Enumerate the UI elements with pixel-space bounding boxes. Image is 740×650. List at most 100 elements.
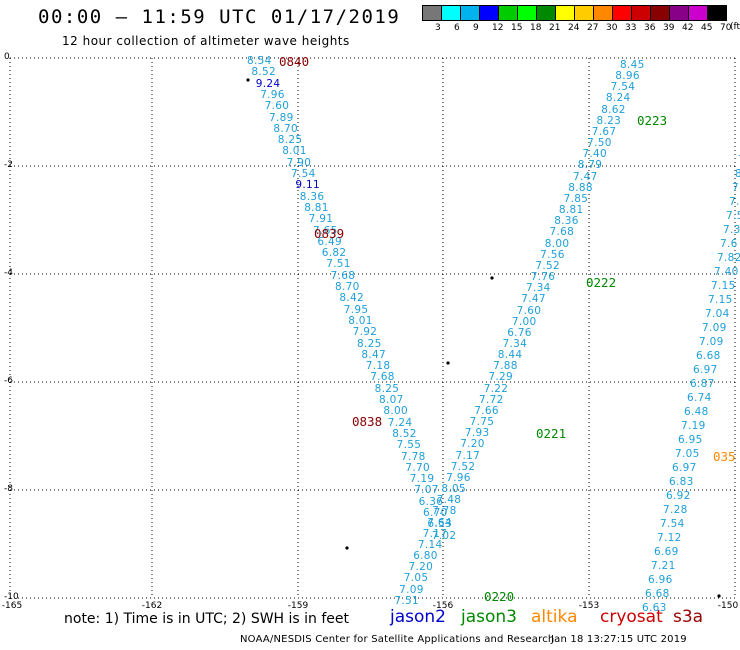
colorbar-label: 39 <box>663 23 675 33</box>
swh-value: 8.47 <box>361 348 386 361</box>
legend-item-s3a: s3a <box>673 607 704 627</box>
swh-value: 8.81 <box>304 201 329 214</box>
swh-value: 7.65 <box>313 224 338 237</box>
colorbar-label: 24 <box>568 23 580 33</box>
colorbar-label: 36 <box>644 23 656 33</box>
swh-value: 8.81 <box>558 204 584 217</box>
swh-value: 7.90 <box>286 156 312 169</box>
swh-value: 7.40 <box>582 148 607 161</box>
swh-value: 7.60 <box>516 304 542 317</box>
swh-value: 6.76 <box>507 326 532 339</box>
swh-value: 7.96 <box>260 88 285 101</box>
legend-item-jason2: jason2 <box>390 607 446 627</box>
swh-value: 7.60 <box>264 100 290 113</box>
longitude-tick-label: -159 <box>287 601 309 611</box>
swh-value: 7.18 <box>365 360 391 373</box>
colorbar-swatch: 42 <box>669 5 693 33</box>
swh-value: 6.70 <box>423 507 448 519</box>
swh-value: 7.93 <box>464 427 490 440</box>
colorbar-swatch: 70 <box>707 5 731 33</box>
latitude-tick-label: -6 <box>4 376 13 386</box>
map-title: 00:00 – 11:59 UTC 01/17/2019 <box>38 6 401 28</box>
swh-value: 7.3 <box>723 224 740 236</box>
swh-value: 7.68 <box>330 269 356 282</box>
swh-value: 7.52 <box>535 259 560 272</box>
colorbar-label: 21 <box>549 23 561 33</box>
swh-value: 9.11 <box>295 179 320 192</box>
swh-value: 7.24 <box>387 416 413 429</box>
swh-value: 7.7 <box>732 182 740 194</box>
colorbar-label: 27 <box>587 23 599 33</box>
swh-value: 8.01 <box>282 145 307 158</box>
swh-value: 6.83 <box>669 476 694 488</box>
wave-height-colorbar: 3 6 9 12 15 18 21 24 27 30 33 36 39 42 45 70 <box>422 5 731 33</box>
swh-value: 7.54 <box>610 81 636 94</box>
map-subtitle: 12 hour collection of altimeter wave hei… <box>62 34 350 48</box>
swh-value: 6.80 <box>413 550 438 563</box>
swh-value: 7.76 <box>530 271 556 284</box>
legend-item-altika: altika <box>531 607 578 627</box>
swh-value: 6.36 <box>418 495 444 508</box>
swh-value: 8.1 <box>735 168 740 180</box>
swh-value: 7.88 <box>493 360 518 373</box>
pass-time-label: 035 <box>713 449 736 464</box>
swh-value: 7.15 <box>711 280 736 292</box>
credit-line: NOAA/NESDIS Center for Satellite Applica… <box>240 634 555 645</box>
swh-value: 6.63 <box>642 602 667 614</box>
pass-time-label: 0223 <box>637 113 668 128</box>
pass-time-label: 0222 <box>586 275 617 290</box>
swh-value: 6.97 <box>672 462 697 474</box>
legend-item-jason3: jason3 <box>461 607 517 627</box>
swh-value: 7.17 <box>422 527 448 540</box>
longitude-tick-label: -165 <box>1 601 23 611</box>
colorbar-label: 18 <box>530 23 542 33</box>
swh-value: 7.67 <box>591 125 617 138</box>
swh-value: 6.87 <box>690 378 715 390</box>
swh-value: 7.50 <box>587 137 612 150</box>
swh-value: 6.48 <box>684 406 709 418</box>
swh-value: 7.40 <box>714 266 739 278</box>
legend-note: note: 1) Time is in UTC; 2) SWH is in fe… <box>64 611 350 627</box>
swh-value: 7.82 <box>717 252 740 264</box>
pass-time-label: 0220 <box>484 589 515 604</box>
colorbar-label: 30 <box>606 23 618 33</box>
latitude-tick-label: -4 <box>4 268 13 278</box>
swh-value: 7.00 <box>511 315 537 328</box>
swh-value: 8.79 <box>577 159 603 172</box>
longitude-tick-label: -150 <box>717 601 739 611</box>
swh-value: 8.01 <box>348 314 373 327</box>
swh-value: 7.51 <box>394 594 419 607</box>
swh-value: 7.6 <box>720 238 738 250</box>
swh-value: 8.54 <box>247 55 272 67</box>
island-speck <box>446 361 450 365</box>
swh-value: 7.68 <box>549 226 575 239</box>
swh-value: 8.62 <box>601 103 626 116</box>
island-speck <box>717 594 721 598</box>
longitude-tick-label: -162 <box>141 601 163 611</box>
swh-value: 6.96 <box>648 574 673 586</box>
swh-value: 7.4 <box>729 196 740 208</box>
swh-value: 7.14 <box>417 538 443 551</box>
swh-value: 6.97 <box>693 364 718 376</box>
island-speck <box>490 276 494 280</box>
lat-lon-grid <box>9 57 736 599</box>
swh-value: 6.95 <box>678 434 703 446</box>
swh-value: 7.55 <box>396 439 422 452</box>
colorbar-label: 3 <box>435 23 441 33</box>
pass-time-label: 0839 <box>314 226 345 241</box>
swh-value: 7.54 <box>660 518 685 530</box>
swh-value: 8.44 <box>497 349 523 362</box>
swh-value: 7.52 <box>450 460 476 473</box>
swh-value: 7.15 <box>708 294 733 306</box>
swh-value: 7.95 <box>343 303 369 316</box>
swh-value: 7.17 <box>455 449 481 462</box>
swh-value: 6.49 <box>317 235 342 248</box>
swh-value: 7.28 <box>663 504 688 516</box>
swh-value: 7.05 <box>403 572 429 585</box>
swh-value: 7.19 <box>681 420 706 432</box>
longitude-tick-label: -156 <box>432 601 454 611</box>
latitude-tick-label: -2 <box>4 160 13 170</box>
legend-item-cryosat: cryosat <box>600 607 663 627</box>
swh-value: 7.68 <box>370 371 395 384</box>
